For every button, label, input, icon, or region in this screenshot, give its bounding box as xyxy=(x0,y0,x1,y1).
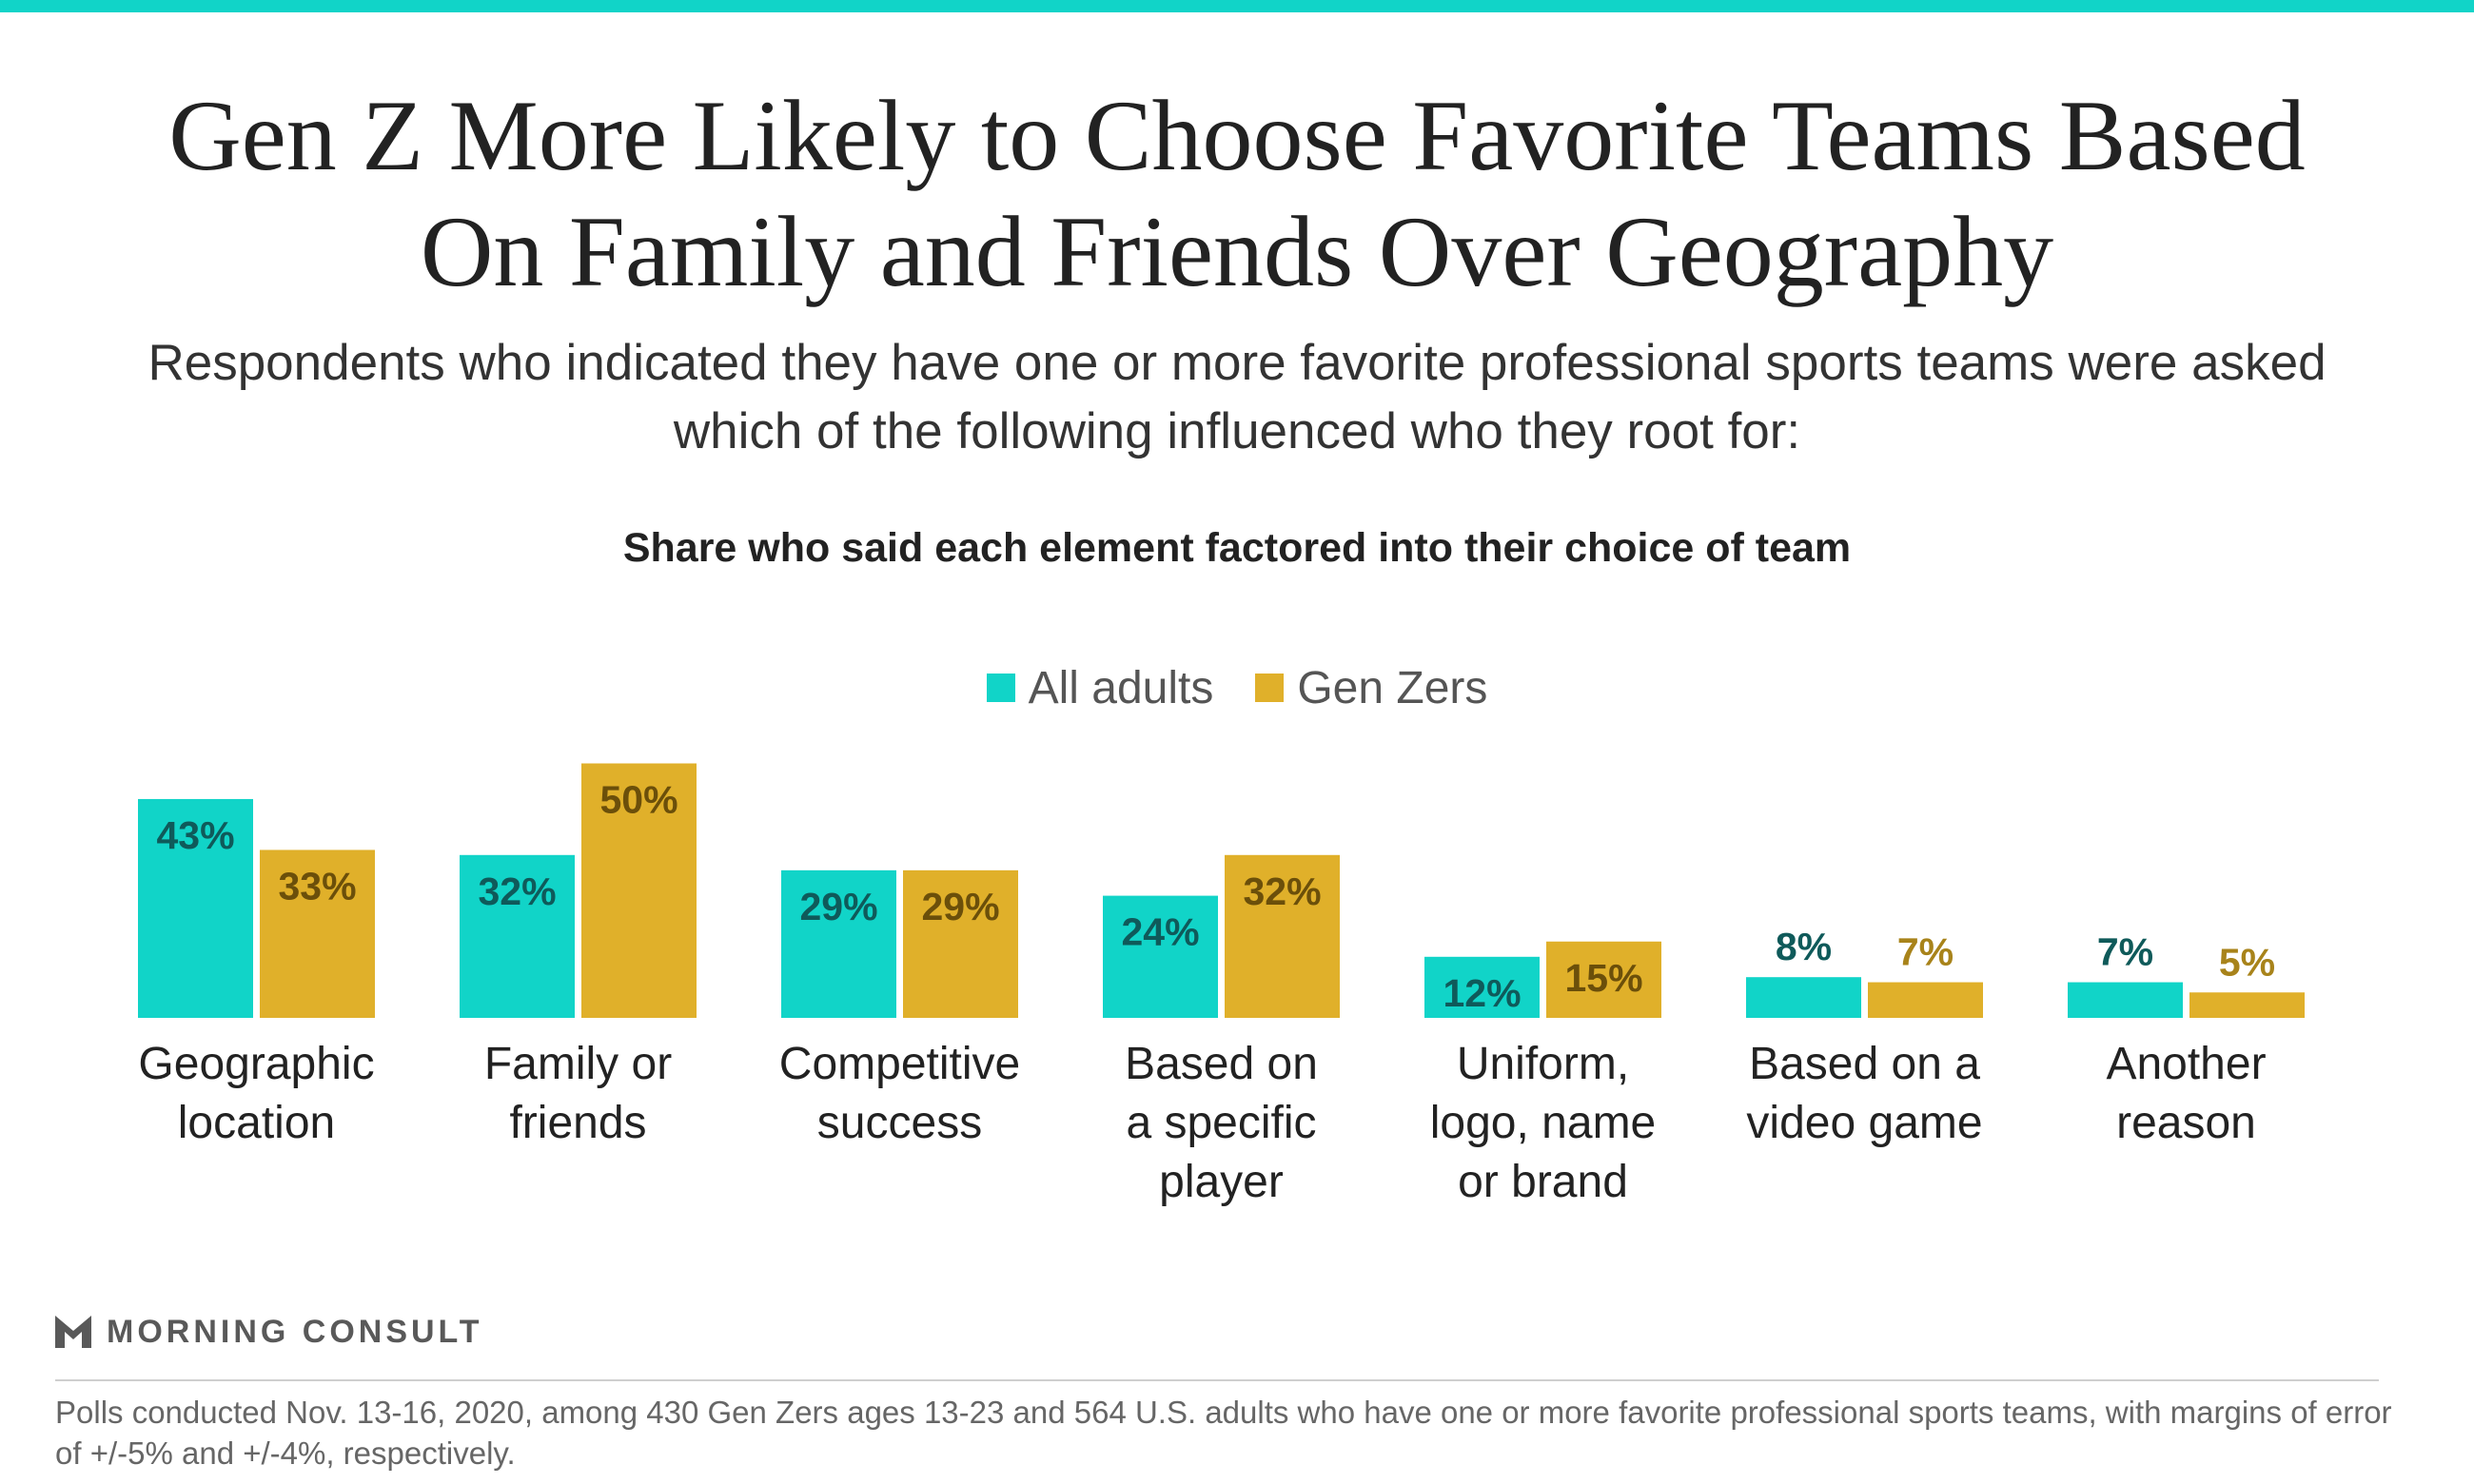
bar-label-gen-zers-3: 32% xyxy=(1243,869,1321,913)
bar-label-all-adults-4: 12% xyxy=(1443,971,1521,1015)
bar-label-gen-zers-4: 15% xyxy=(1564,956,1642,1000)
category-label-4: Uniform, logo, name or brand xyxy=(1430,1039,1657,1207)
bar-all-adults-0 xyxy=(138,798,253,1018)
legend-label-all-adults: All adults xyxy=(1028,662,1214,713)
category-label-line: Another xyxy=(2106,1039,2266,1089)
category-label-line: a specific xyxy=(1126,1098,1316,1148)
morning-consult-logo: MORNING CONSULT xyxy=(55,1311,483,1353)
category-label-line: player xyxy=(1159,1157,1284,1207)
top-accent-bar xyxy=(0,0,2474,12)
category-label-line: Uniform, xyxy=(1457,1039,1629,1089)
chart-heading: Share who said each element factored int… xyxy=(622,525,1852,571)
logo-text: MORNING CONSULT xyxy=(107,1313,483,1350)
bar-label-all-adults-5: 8% xyxy=(1776,925,1832,968)
bar-label-gen-zers-2: 29% xyxy=(921,885,999,928)
legend: All adults Gen Zers xyxy=(0,656,2474,719)
bar-label-all-adults-1: 32% xyxy=(478,869,556,913)
bar-all-adults-5 xyxy=(1746,977,1861,1018)
bar-chart: 43% 33% Geographic location 32% 50% Family or f… xyxy=(138,763,2305,1207)
footer-divider xyxy=(55,1379,2379,1381)
bar-label-gen-zers-6: 5% xyxy=(2219,940,2275,984)
bar-gen-zers-5 xyxy=(1868,982,1983,1018)
footnote: Polls conducted Nov. 13-16, 2020, among … xyxy=(55,1395,2392,1471)
category-label-line: Family or xyxy=(484,1039,672,1089)
category-label-6: Another reason xyxy=(2106,1039,2266,1148)
bar-label-all-adults-0: 43% xyxy=(156,813,234,857)
category-label-3: Based on a specific player xyxy=(1125,1039,1318,1207)
bar-gen-zers-3 xyxy=(1225,854,1340,1018)
category-label-line: friends xyxy=(509,1098,646,1148)
category-label-line: success xyxy=(817,1098,982,1148)
bar-all-adults-4 xyxy=(1424,956,1540,1018)
category-label-0: Geographic location xyxy=(138,1039,374,1148)
bar-label-gen-zers-5: 7% xyxy=(1897,930,1954,974)
category-label-line: reason xyxy=(2116,1098,2256,1148)
chart-subtitle: Respondents who indicated they have one … xyxy=(147,335,2327,459)
bar-label-gen-zers-1: 50% xyxy=(599,778,677,822)
category-label-line: logo, name xyxy=(1430,1098,1657,1148)
category-label-1: Family or friends xyxy=(484,1039,672,1148)
category-label-2: Competitive success xyxy=(779,1039,1020,1148)
legend-swatch-gen-zers xyxy=(1255,674,1285,702)
bar-label-all-adults-3: 24% xyxy=(1121,910,1199,954)
chart-title: Gen Z More Likely to Choose Favorite Tea… xyxy=(168,80,2306,307)
category-label-line: Geographic xyxy=(138,1039,374,1089)
bar-gen-zers-0 xyxy=(260,849,375,1018)
category-label-line: video game xyxy=(1746,1098,1982,1148)
bar-label-all-adults-2: 29% xyxy=(799,885,877,928)
category-label-line: Based on xyxy=(1125,1039,1318,1089)
category-label-line: Competitive xyxy=(779,1039,1020,1089)
bar-all-adults-6 xyxy=(2068,982,2183,1018)
legend-item-all-adults: All adults xyxy=(986,662,1214,714)
category-label-line: or brand xyxy=(1458,1157,1628,1207)
bar-label-gen-zers-0: 33% xyxy=(278,864,356,908)
bar-gen-zers-6 xyxy=(2189,992,2305,1018)
category-label-line: Based on a xyxy=(1749,1039,1980,1089)
morning-consult-m-icon xyxy=(55,1316,91,1348)
bar-gen-zers-1 xyxy=(581,763,697,1018)
bar-label-all-adults-6: 7% xyxy=(2097,930,2153,974)
bar-gen-zers-4 xyxy=(1546,941,1661,1018)
bar-gen-zers-2 xyxy=(903,869,1018,1018)
category-label-line: location xyxy=(178,1098,335,1148)
category-label-5: Based on a video game xyxy=(1746,1039,1982,1148)
bar-all-adults-1 xyxy=(460,854,575,1018)
bar-all-adults-2 xyxy=(781,869,896,1018)
legend-item-gen-zers: Gen Zers xyxy=(1255,662,1487,714)
legend-swatch-all-adults xyxy=(986,674,1015,702)
bar-all-adults-3 xyxy=(1103,895,1218,1018)
legend-label-gen-zers: Gen Zers xyxy=(1297,662,1488,713)
